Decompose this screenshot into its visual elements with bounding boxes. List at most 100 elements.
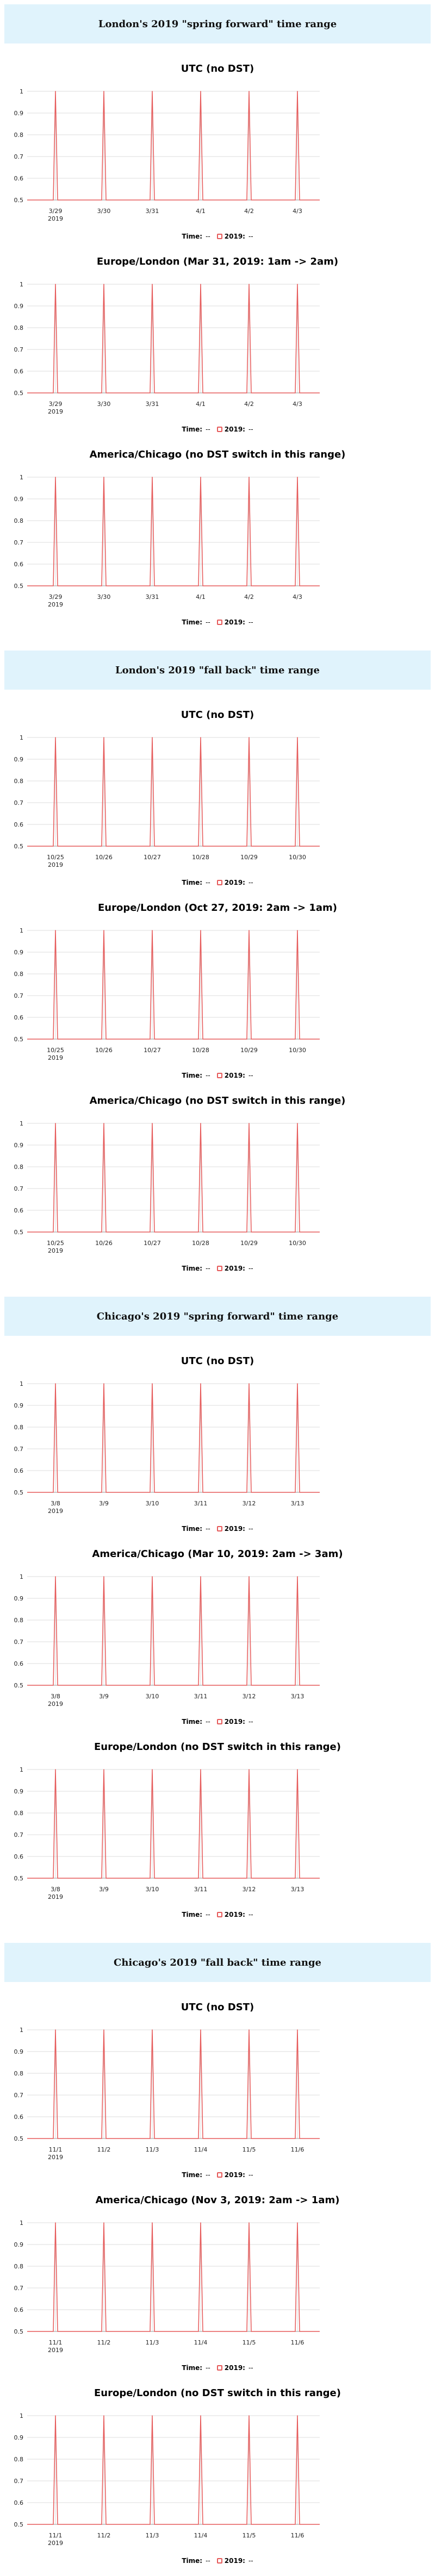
legend-series-value: -- [248,1265,253,1272]
x-tick-label: 3/8 [51,1500,60,1507]
x-tick-label: 3/13 [291,1693,304,1700]
y-tick-label: 0.9 [14,949,24,956]
data-point [55,2222,56,2223]
data-point [248,284,250,285]
data-point [248,2222,250,2223]
section-header: London's 2019 "spring forward" time rang… [4,4,431,43]
y-tick-label: 0.7 [14,539,24,546]
x-year-label: 2019 [48,2154,63,2161]
timeseries-chart[interactable]: UTC (no DST) 0.5 0.6 0.7 0.8 0.9 1 11/1 11/2 11/3… [0,1997,435,2190]
series-toggle-checkbox[interactable] [216,1526,222,1531]
y-tick-label: 0.5 [14,2328,24,2335]
data-point [103,284,104,285]
data-point [248,2029,250,2030]
x-tick-label: 10/25 [47,1047,64,1054]
chart-plot[interactable]: 0.5 0.6 0.7 0.8 0.9 1 11/1 11/2 11/3 11/4 11/5 11/6… [0,1997,435,2171]
chart-legend: Time: -- 2019: -- [0,879,435,886]
series-toggle-checkbox[interactable] [216,620,222,625]
data-point [152,737,153,738]
timeseries-chart[interactable]: UTC (no DST) 0.5 0.6 0.7 0.8 0.9 1 3/8 3/9 3/10 3/… [0,1351,435,1544]
chart-plot[interactable]: 0.5 0.6 0.7 0.8 0.9 1 3/29 3/30 3/31 4/1 4/2 4/3 201… [0,445,435,618]
y-tick-label: 0.5 [14,1229,24,1236]
data-point [152,1576,153,1577]
legend-time-value: -- [206,1265,210,1272]
legend-time-label: Time: [182,2171,203,2179]
timeseries-chart[interactable]: America/Chicago (no DST switch in this r… [0,445,435,637]
series-line-2019 [27,1769,320,1879]
chart-plot[interactable]: 0.5 0.6 0.7 0.8 0.9 1 10/25 10/26 10/27 10/28 10/2… [0,705,435,879]
x-tick-label: 3/10 [146,1500,159,1507]
data-point [297,477,298,478]
y-tick-label: 0.9 [14,2434,24,2441]
x-tick-label: 10/26 [95,1047,113,1054]
timeseries-chart[interactable]: UTC (no DST) 0.5 0.6 0.7 0.8 0.9 1 10/25 10/26 10… [0,705,435,898]
series-toggle-checkbox[interactable] [216,1266,222,1271]
series-toggle-checkbox[interactable] [216,1719,222,1724]
series-line-2019 [27,930,320,1040]
timeseries-chart[interactable]: UTC (no DST) 0.5 0.6 0.7 0.8 0.9 1 3/29 3/30 3/31… [0,59,435,252]
y-tick-label: 0.7 [14,992,24,999]
legend-series-value: -- [248,233,253,240]
x-tick-label: 4/2 [244,401,254,408]
x-year-label: 2019 [48,861,63,868]
chart-plot[interactable]: 0.5 0.6 0.7 0.8 0.9 1 3/29 3/30 3/31 4/1 4/2 4/3 201… [0,252,435,426]
y-tick-label: 0.6 [14,561,24,568]
chart-plot[interactable]: 0.5 0.6 0.7 0.8 0.9 1 3/8 3/9 3/10 3/11 3/12 3/13 20… [0,1544,435,1718]
y-tick-label: 0.5 [14,1682,24,1689]
timeseries-chart[interactable]: Europe/London (no DST switch in this ran… [0,1737,435,1930]
x-year-label: 2019 [48,1700,63,1708]
data-point [103,477,104,478]
series-toggle-checkbox[interactable] [216,427,222,432]
series-toggle-checkbox[interactable] [216,1073,222,1078]
series-toggle-checkbox[interactable] [216,880,222,885]
timeseries-chart[interactable]: Europe/London (Mar 31, 2019: 1am -> 2am)… [0,252,435,445]
timeseries-chart[interactable]: Europe/London (no DST switch in this ran… [0,2383,435,2576]
y-tick-label: 0.7 [14,799,24,806]
series-toggle-checkbox[interactable] [216,2365,222,2371]
timeseries-chart[interactable]: America/Chicago (Mar 10, 2019: 2am -> 3a… [0,1544,435,1737]
legend-time-value: -- [206,618,210,626]
series-toggle-checkbox[interactable] [216,2558,222,2564]
section-header: London's 2019 "fall back" time range [4,651,431,690]
y-tick-label: 0.6 [14,2114,24,2121]
data-point [103,1576,104,1577]
chart-plot[interactable]: 0.5 0.6 0.7 0.8 0.9 1 10/25 10/26 10/27 10/28 10/2… [0,1091,435,1265]
data-point [55,1576,56,1577]
chart-plot[interactable]: 0.5 0.6 0.7 0.8 0.9 1 10/25 10/26 10/27 10/28 10/2… [0,898,435,1072]
y-tick-label: 0.6 [14,1014,24,1021]
legend-time-value: -- [206,1718,210,1725]
timeseries-chart[interactable]: America/Chicago (no DST switch in this r… [0,1091,435,1284]
chart-plot[interactable]: 0.5 0.6 0.7 0.8 0.9 1 11/1 11/2 11/3 11/4 11/5 11/6… [0,2190,435,2364]
chart-plot[interactable]: 0.5 0.6 0.7 0.8 0.9 1 3/8 3/9 3/10 3/11 3/12 3/13 20… [0,1351,435,1525]
chart-plot[interactable]: 0.5 0.6 0.7 0.8 0.9 1 3/29 3/30 3/31 4/1 4/2 4/3 201… [0,59,435,233]
y-tick-label: 0.6 [14,2499,24,2506]
data-point [103,1123,104,1124]
chart-plot[interactable]: 0.5 0.6 0.7 0.8 0.9 1 11/1 11/2 11/3 11/4 11/5 11/6… [0,2383,435,2557]
legend-series-value: -- [248,618,253,626]
x-tick-label: 3/29 [49,401,63,408]
y-tick-label: 0.8 [14,324,24,332]
legend-time-value: -- [206,1072,210,1079]
x-tick-label: 4/1 [196,593,206,601]
section-title: Chicago's 2019 "spring forward" time ran… [96,1310,339,1322]
y-tick-label: 0.9 [14,2048,24,2055]
data-point [103,2029,104,2030]
data-point [297,2222,298,2223]
data-point [200,2415,201,2416]
legend-series-value: -- [248,1911,253,1918]
series-toggle-checkbox[interactable] [216,1912,222,1917]
y-tick-label: 1 [20,88,23,95]
timeseries-chart[interactable]: Europe/London (Oct 27, 2019: 2am -> 1am)… [0,898,435,1091]
legend-series-label: 2019: [224,879,245,886]
x-tick-label: 11/2 [97,2532,111,2539]
data-point [152,284,153,285]
series-toggle-checkbox[interactable] [216,2172,222,2178]
y-tick-label: 0.6 [14,368,24,375]
chart-plot[interactable]: 0.5 0.6 0.7 0.8 0.9 1 3/8 3/9 3/10 3/11 3/12 3/13 20… [0,1737,435,1911]
timeseries-chart[interactable]: America/Chicago (Nov 3, 2019: 2am -> 1am… [0,2190,435,2383]
chart-title: America/Chicago (Mar 10, 2019: 2am -> 3a… [92,1548,343,1560]
y-tick-label: 0.6 [14,1660,24,1667]
series-toggle-checkbox[interactable] [216,234,222,239]
y-tick-label: 0.8 [14,132,24,139]
x-tick-label: 11/3 [146,2532,159,2539]
